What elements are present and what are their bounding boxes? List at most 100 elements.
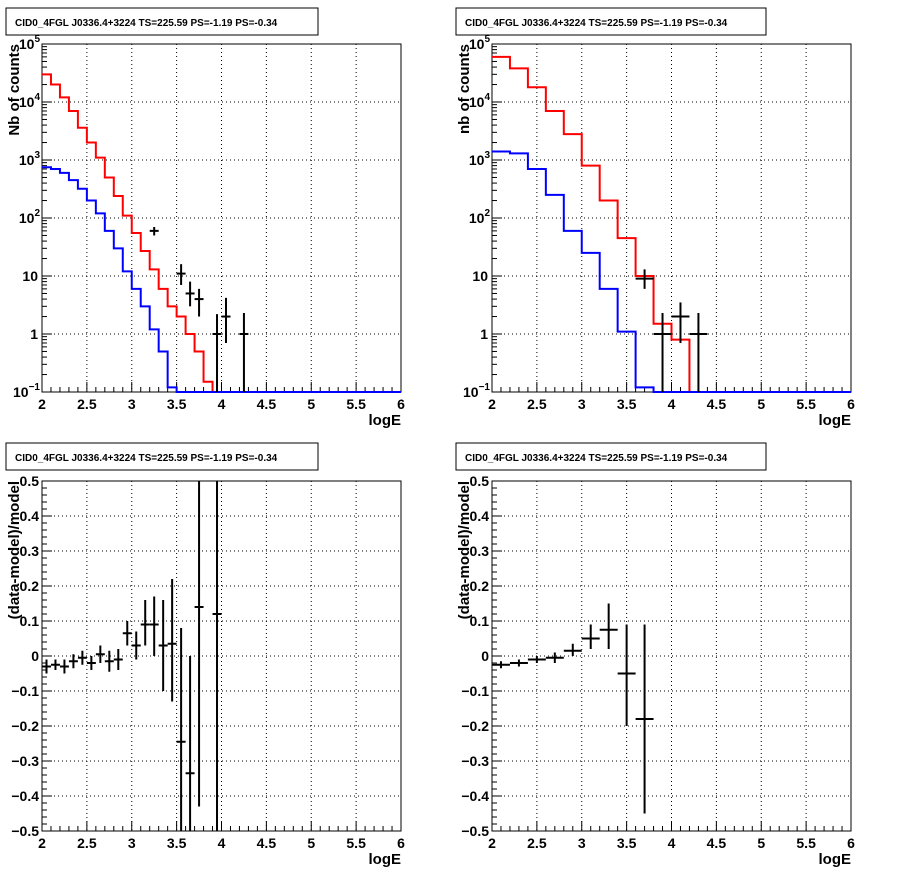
- x-tick-label: 4.5: [707, 835, 727, 851]
- y-tick-label: 10: [22, 268, 38, 284]
- y-tick-label: 0.5: [20, 473, 40, 489]
- y-tick-label: −0.4: [11, 788, 39, 804]
- chart-panel-4: CID0_4FGL J0336.4+3224 TS=225.59 PS=-1.1…: [455, 442, 855, 868]
- x-tick-label: 5: [307, 396, 315, 412]
- chart-panel-2: CID0_4FGL J0336.4+3224 TS=225.59 PS=-1.1…: [455, 7, 855, 429]
- data-point: [581, 624, 600, 649]
- y-tick-label: 0.4: [20, 508, 40, 524]
- y-tick-label: 0.5: [470, 473, 490, 489]
- data-point: [185, 281, 195, 307]
- x-tick-label: 5.5: [796, 835, 816, 851]
- y-tick-label: −0.5: [461, 823, 489, 839]
- x-tick-label: 5.5: [796, 396, 816, 412]
- data-point: [176, 628, 186, 831]
- data-point: [149, 596, 159, 656]
- data-point: [95, 645, 105, 663]
- x-tick-label: 4: [218, 835, 226, 851]
- x-tick-label: 2: [488, 396, 496, 412]
- x-tick-label: 4: [218, 396, 226, 412]
- data-point: [689, 313, 708, 392]
- x-tick-label: 3: [578, 396, 586, 412]
- y-tick-label: 104: [19, 92, 41, 110]
- y-tick-label: −0.5: [11, 823, 39, 839]
- data-point: [212, 314, 222, 392]
- data-point: [509, 659, 528, 667]
- x-tick-label: 6: [847, 396, 855, 412]
- x-tick-label: 2: [38, 396, 46, 412]
- data-point: [140, 600, 150, 646]
- grid-lines: [492, 481, 851, 831]
- data-point: [68, 654, 78, 669]
- data-point: [635, 624, 654, 814]
- y-tick-label: 104: [469, 92, 491, 110]
- y-axis-label: Nb of counts: [6, 44, 23, 136]
- y-tick-label: 105: [469, 34, 491, 52]
- y-tick-label: −0.2: [461, 718, 489, 734]
- data-point: [239, 313, 249, 392]
- data-point: [158, 600, 168, 691]
- y-tick-label: 0.1: [20, 613, 40, 629]
- y-tick-label: −0.2: [11, 718, 39, 734]
- grid-lines: [42, 44, 401, 392]
- title-box: [455, 7, 767, 36]
- data-point: [131, 631, 141, 660]
- x-tick-label: 2.5: [527, 396, 547, 412]
- y-tick-label: 0.2: [20, 578, 40, 594]
- data-point: [545, 652, 564, 663]
- title-box: [5, 7, 319, 36]
- x-tick-label: 4.5: [257, 835, 277, 851]
- y-tick-label: 10−1: [13, 382, 40, 400]
- chart-title: CID0_4FGL J0336.4+3224 TS=225.59 PS=-1.1…: [465, 18, 728, 29]
- data-point: [492, 661, 510, 669]
- x-tick-label: 3: [128, 396, 136, 412]
- y-tick-label: 0: [31, 648, 39, 664]
- data-point: [194, 481, 204, 807]
- y-tick-label: 102: [19, 208, 41, 226]
- y-axis-label: nb of counts: [456, 44, 473, 134]
- x-axis-label: logE: [819, 412, 852, 429]
- chart-panel-1: CID0_4FGL J0336.4+3224 TS=225.59 PS=-1.1…: [5, 7, 405, 429]
- x-tick-label: 6: [397, 396, 405, 412]
- x-tick-label: 5.5: [346, 835, 366, 851]
- x-tick-label: 5.5: [346, 396, 366, 412]
- chart-title: CID0_4FGL J0336.4+3224 TS=225.59 PS=-1.1…: [15, 453, 278, 464]
- x-tick-label: 3.5: [167, 835, 187, 851]
- data-point: [635, 269, 654, 289]
- data-point: [167, 579, 177, 702]
- data-point: [653, 313, 672, 392]
- chart-title: CID0_4FGL J0336.4+3224 TS=225.59 PS=-1.1…: [15, 18, 278, 29]
- data-point: [563, 643, 582, 656]
- y-tick-label: 102: [469, 208, 491, 226]
- x-axis-label: logE: [369, 412, 402, 429]
- histogram-series-2: [492, 150, 851, 393]
- y-axis-label: (data-model)/model: [456, 481, 473, 619]
- y-tick-label: 0.2: [470, 578, 490, 594]
- data-point: [113, 649, 123, 670]
- data-point: [194, 288, 204, 317]
- data-point: [59, 659, 69, 674]
- data-point: [176, 264, 186, 285]
- x-tick-label: 3: [578, 835, 586, 851]
- x-tick-label: 4: [668, 396, 676, 412]
- y-tick-label: 0.3: [20, 543, 40, 559]
- x-tick-label: 3.5: [617, 835, 637, 851]
- data-point: [671, 302, 690, 343]
- data-point: [617, 624, 636, 726]
- y-tick-label: 103: [469, 150, 491, 168]
- x-tick-label: 3.5: [167, 396, 187, 412]
- x-tick-label: 3: [128, 835, 136, 851]
- data-points: [492, 603, 654, 814]
- data-points: [149, 226, 249, 392]
- data-points: [42, 481, 222, 831]
- y-tick-label: 1: [480, 326, 488, 342]
- y-tick-label: 10−1: [463, 382, 490, 400]
- x-tick-label: 4.5: [257, 396, 277, 412]
- y-tick-label: 105: [19, 34, 41, 52]
- y-tick-label: 10: [472, 268, 488, 284]
- y-tick-label: 103: [19, 150, 41, 168]
- y-axis-label: (data-model)/model: [6, 481, 23, 619]
- histogram-series-2: [42, 166, 401, 393]
- y-tick-label: 0.4: [470, 508, 490, 524]
- x-tick-label: 5: [757, 396, 765, 412]
